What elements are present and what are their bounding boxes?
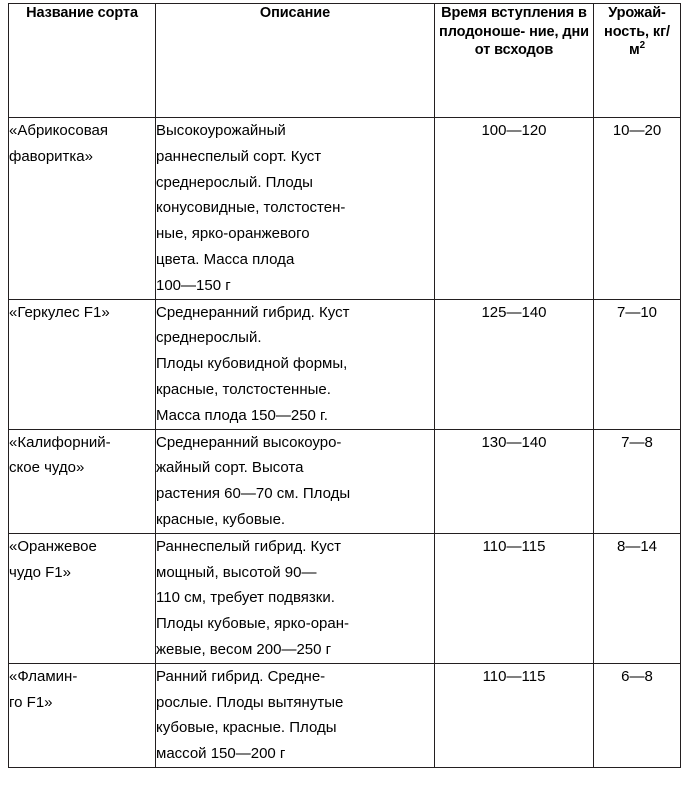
header-row: Название сорта Описание Время вступления… [8,3,681,118]
cell-fruiting-time: 130—140 [434,428,594,534]
column-header-variety-name: Название сорта [8,3,156,118]
cell-yield: 6—8 [593,662,681,768]
table-row: «Геркулес F1» Среднеранний гибрид. Куст … [8,298,681,430]
column-header-fruiting-time-label: Время вступления в плодоноше- ние, дни о… [439,5,589,59]
table-row: «Абрикосовая фаворитка» Высокоурожайный … [8,117,681,300]
yield-value: 10—20 [612,122,662,139]
cell-description: Среднеранний гибрид. Куст среднерослый. … [155,298,435,430]
cell-yield: 7—10 [593,298,681,430]
cell-variety-name: «Оранжевое чудо F1» [8,532,156,664]
variety-name-text: «Калифорний- ское чудо» [9,433,111,477]
cell-fruiting-time: 125—140 [434,298,594,430]
table-body: «Абрикосовая фаворитка» Высокоурожайный … [8,117,681,768]
table-header: Название сорта Описание Время вступления… [8,3,681,118]
fruiting-time-value: 125—140 [481,303,547,321]
column-header-fruiting-time: Время вступления в плодоноше- ние, дни о… [434,3,594,118]
fruiting-time-value: 100—120 [481,122,547,139]
description-text: Ранний гибрид. Средне- рослые. Плоды выт… [156,667,344,763]
yield-value: 6—8 [621,667,653,685]
variety-name-text: «Оранжевое чудо F1» [9,537,97,581]
column-header-yield: Урожай- ность, кг/м2 [593,3,681,118]
column-header-yield-label: Урожай- ность, кг/м2 [594,4,680,60]
variety-name-text: «Геркулес F1» [9,303,110,321]
cell-fruiting-time: 110—115 [434,662,594,768]
table-row: «Калифорний- ское чудо» Среднеранний выс… [8,428,681,534]
column-header-yield-text: Урожай- ность, кг/м [604,5,670,59]
variety-name-text: «Абрикосовая фаворитка» [9,122,109,165]
yield-value: 7—8 [621,433,653,451]
column-header-variety-name-label: Название сорта [26,5,138,21]
cell-yield: 8—14 [593,532,681,664]
cell-yield: 7—8 [593,428,681,534]
column-header-description: Описание [155,3,435,118]
cell-description: Среднеранний высокоуро- жайный сорт. Выс… [155,428,435,534]
variety-name-text: «Фламин- го F1» [9,667,78,711]
cell-fruiting-time: 100—120 [434,117,594,300]
description-text: Раннеспелый гибрид. Куст мощный, высотой… [156,537,350,658]
cell-description: Высокоурожайный раннеспелый сорт. Куст с… [155,117,435,300]
cell-description: Ранний гибрид. Средне- рослые. Плоды выт… [155,662,435,768]
cell-variety-name: «Калифорний- ское чудо» [8,428,156,534]
cell-yield: 10—20 [593,117,681,300]
fruiting-time-value: 130—140 [481,433,547,451]
description-text: Среднеранний высокоуро- жайный сорт. Выс… [156,433,351,528]
cell-variety-name: «Фламин- го F1» [8,662,156,768]
yield-value: 7—10 [616,303,658,321]
fruiting-time-value: 110—115 [482,537,546,555]
cell-variety-name: «Абрикосовая фаворитка» [8,117,156,300]
table-row: «Фламин- го F1» Ранний гибрид. Средне- р… [8,662,681,768]
yield-value: 8—14 [616,537,658,555]
description-text: Высокоурожайный раннеспелый сорт. Куст с… [156,122,346,294]
cell-description: Раннеспелый гибрид. Куст мощный, высотой… [155,532,435,664]
fruiting-time-value: 110—115 [482,667,546,685]
description-text: Среднеранний гибрид. Куст среднерослый. … [156,303,350,424]
pepper-varieties-table: Название сорта Описание Время вступления… [8,3,681,768]
cell-variety-name: «Геркулес F1» [8,298,156,430]
column-header-description-label: Описание [259,5,331,21]
cell-fruiting-time: 110—115 [434,532,594,664]
column-header-yield-superscript: 2 [639,40,645,52]
table-row: «Оранжевое чудо F1» Раннеспелый гибрид. … [8,532,681,664]
